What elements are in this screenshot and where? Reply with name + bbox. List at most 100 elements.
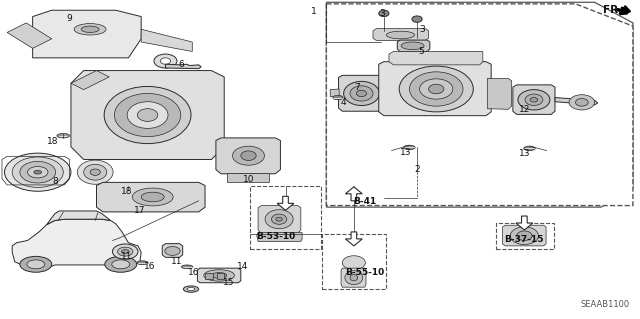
Ellipse shape	[276, 217, 282, 221]
Polygon shape	[555, 98, 598, 105]
Polygon shape	[326, 4, 633, 205]
Polygon shape	[373, 29, 429, 41]
Text: 3: 3	[419, 26, 425, 34]
Ellipse shape	[525, 94, 543, 106]
Polygon shape	[216, 138, 280, 174]
Polygon shape	[71, 70, 109, 90]
Ellipse shape	[132, 188, 173, 206]
Ellipse shape	[399, 66, 473, 112]
Polygon shape	[326, 2, 633, 207]
Ellipse shape	[350, 274, 358, 281]
Bar	[216, 273, 224, 278]
Text: 8: 8	[52, 177, 58, 186]
Text: 16: 16	[188, 268, 199, 277]
Ellipse shape	[141, 192, 164, 202]
Ellipse shape	[575, 99, 588, 106]
Polygon shape	[339, 75, 383, 111]
Ellipse shape	[356, 90, 367, 97]
Text: 5: 5	[418, 47, 424, 56]
Ellipse shape	[345, 271, 363, 285]
Ellipse shape	[429, 84, 444, 94]
Ellipse shape	[84, 164, 107, 180]
Text: 18: 18	[122, 187, 133, 197]
Text: 3: 3	[380, 9, 385, 18]
Ellipse shape	[518, 90, 550, 110]
Ellipse shape	[333, 95, 343, 100]
Ellipse shape	[181, 265, 193, 269]
Ellipse shape	[516, 231, 532, 241]
Polygon shape	[12, 219, 141, 268]
Ellipse shape	[204, 270, 234, 281]
Ellipse shape	[401, 42, 424, 50]
Ellipse shape	[104, 86, 191, 144]
Text: B-41: B-41	[353, 197, 376, 206]
Text: 6: 6	[178, 60, 184, 69]
Ellipse shape	[20, 256, 52, 272]
Ellipse shape	[232, 146, 264, 165]
Ellipse shape	[410, 72, 463, 106]
Text: B-53-10: B-53-10	[255, 232, 295, 241]
Polygon shape	[7, 23, 52, 48]
Polygon shape	[163, 244, 182, 257]
Polygon shape	[516, 216, 532, 230]
Text: B-55-10: B-55-10	[345, 268, 385, 277]
Ellipse shape	[4, 153, 71, 191]
Text: 16: 16	[145, 262, 156, 271]
Ellipse shape	[387, 31, 415, 39]
Text: 17: 17	[134, 206, 146, 215]
Ellipse shape	[105, 256, 137, 272]
Ellipse shape	[12, 157, 63, 188]
Ellipse shape	[90, 169, 100, 175]
Polygon shape	[346, 187, 362, 201]
Ellipse shape	[530, 98, 538, 102]
Ellipse shape	[211, 272, 227, 278]
Polygon shape	[227, 173, 269, 182]
Text: SEAAB1100: SEAAB1100	[580, 300, 630, 309]
Ellipse shape	[113, 244, 138, 259]
Ellipse shape	[74, 24, 106, 35]
Ellipse shape	[265, 210, 293, 229]
Ellipse shape	[569, 95, 595, 110]
Text: FR.: FR.	[603, 4, 622, 15]
Polygon shape	[277, 196, 294, 210]
Polygon shape	[389, 51, 483, 65]
Polygon shape	[47, 211, 111, 225]
Polygon shape	[258, 205, 301, 233]
Polygon shape	[141, 29, 192, 51]
Ellipse shape	[57, 133, 70, 138]
Text: 14: 14	[237, 262, 248, 271]
Ellipse shape	[122, 186, 135, 190]
Polygon shape	[397, 40, 430, 51]
Ellipse shape	[344, 81, 380, 106]
Text: 11: 11	[122, 252, 133, 261]
Ellipse shape	[379, 10, 389, 17]
Ellipse shape	[20, 161, 56, 183]
Ellipse shape	[350, 86, 373, 101]
Bar	[250, 186, 321, 249]
Ellipse shape	[137, 261, 148, 265]
Ellipse shape	[412, 16, 422, 22]
Polygon shape	[487, 78, 511, 109]
Ellipse shape	[510, 227, 538, 245]
Text: 9: 9	[67, 14, 72, 23]
Ellipse shape	[34, 170, 42, 174]
Ellipse shape	[187, 287, 195, 291]
Text: 11: 11	[172, 257, 182, 266]
Text: 2: 2	[414, 165, 420, 174]
Polygon shape	[513, 85, 555, 115]
Ellipse shape	[241, 151, 256, 160]
Ellipse shape	[28, 167, 48, 178]
Ellipse shape	[271, 214, 287, 224]
Ellipse shape	[27, 260, 45, 269]
Text: 13: 13	[400, 148, 412, 157]
Text: 12: 12	[518, 105, 530, 114]
Ellipse shape	[122, 250, 129, 254]
Ellipse shape	[404, 145, 415, 150]
Text: 1: 1	[311, 7, 317, 16]
Ellipse shape	[118, 247, 133, 256]
Ellipse shape	[420, 79, 453, 99]
Ellipse shape	[165, 247, 180, 256]
Ellipse shape	[81, 26, 99, 33]
Ellipse shape	[183, 286, 198, 292]
Polygon shape	[257, 233, 302, 241]
